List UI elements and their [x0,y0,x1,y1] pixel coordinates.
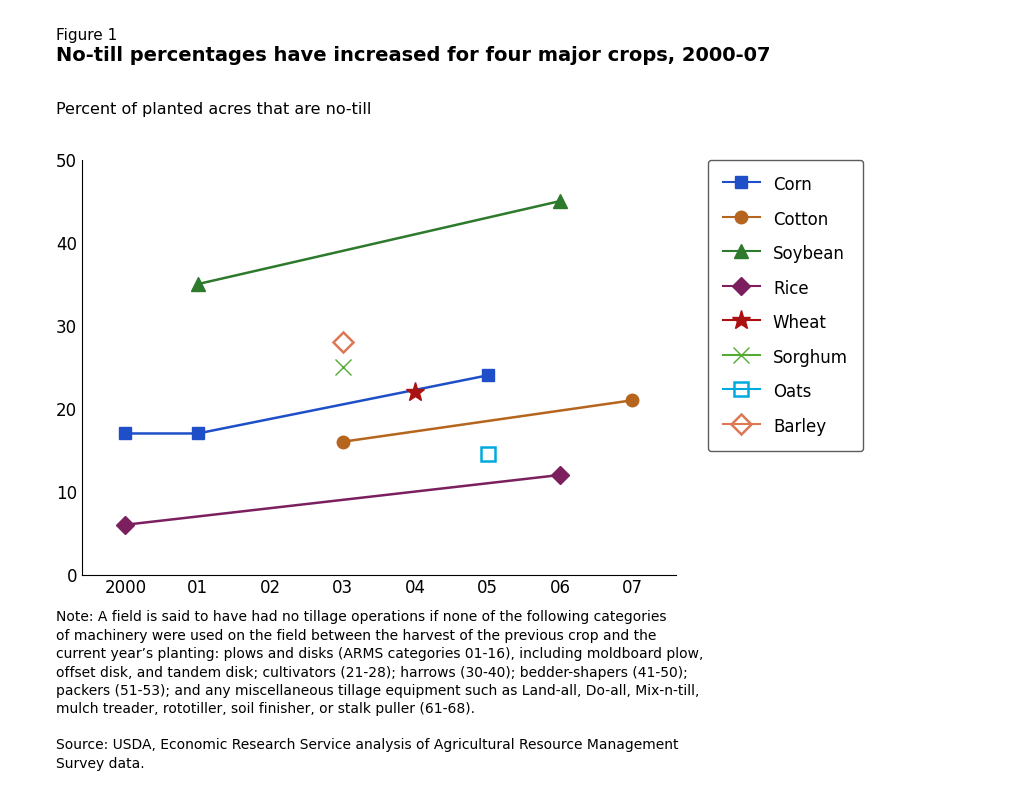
Legend: Corn, Cotton, Soybean, Rice, Wheat, Sorghum, Oats, Barley: Corn, Cotton, Soybean, Rice, Wheat, Sorg… [708,160,863,452]
Text: Figure 1: Figure 1 [56,28,118,43]
Text: Source: USDA, Economic Research Service analysis of Agricultural Resource Manage: Source: USDA, Economic Research Service … [56,738,679,771]
Text: No-till percentages have increased for four major crops, 2000-07: No-till percentages have increased for f… [56,46,771,65]
Text: Percent of planted acres that are no-till: Percent of planted acres that are no-til… [56,102,372,117]
Text: Note: A field is said to have had no tillage operations if none of the following: Note: A field is said to have had no til… [56,610,703,717]
